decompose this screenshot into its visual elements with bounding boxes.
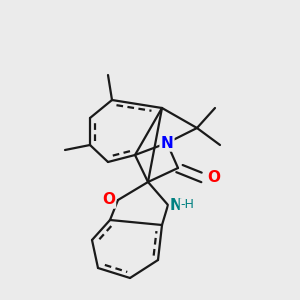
Text: O: O [102, 193, 115, 208]
Text: -H: -H [180, 199, 194, 212]
Text: O: O [207, 170, 220, 185]
Text: N: N [160, 136, 173, 151]
Text: N: N [170, 197, 183, 212]
